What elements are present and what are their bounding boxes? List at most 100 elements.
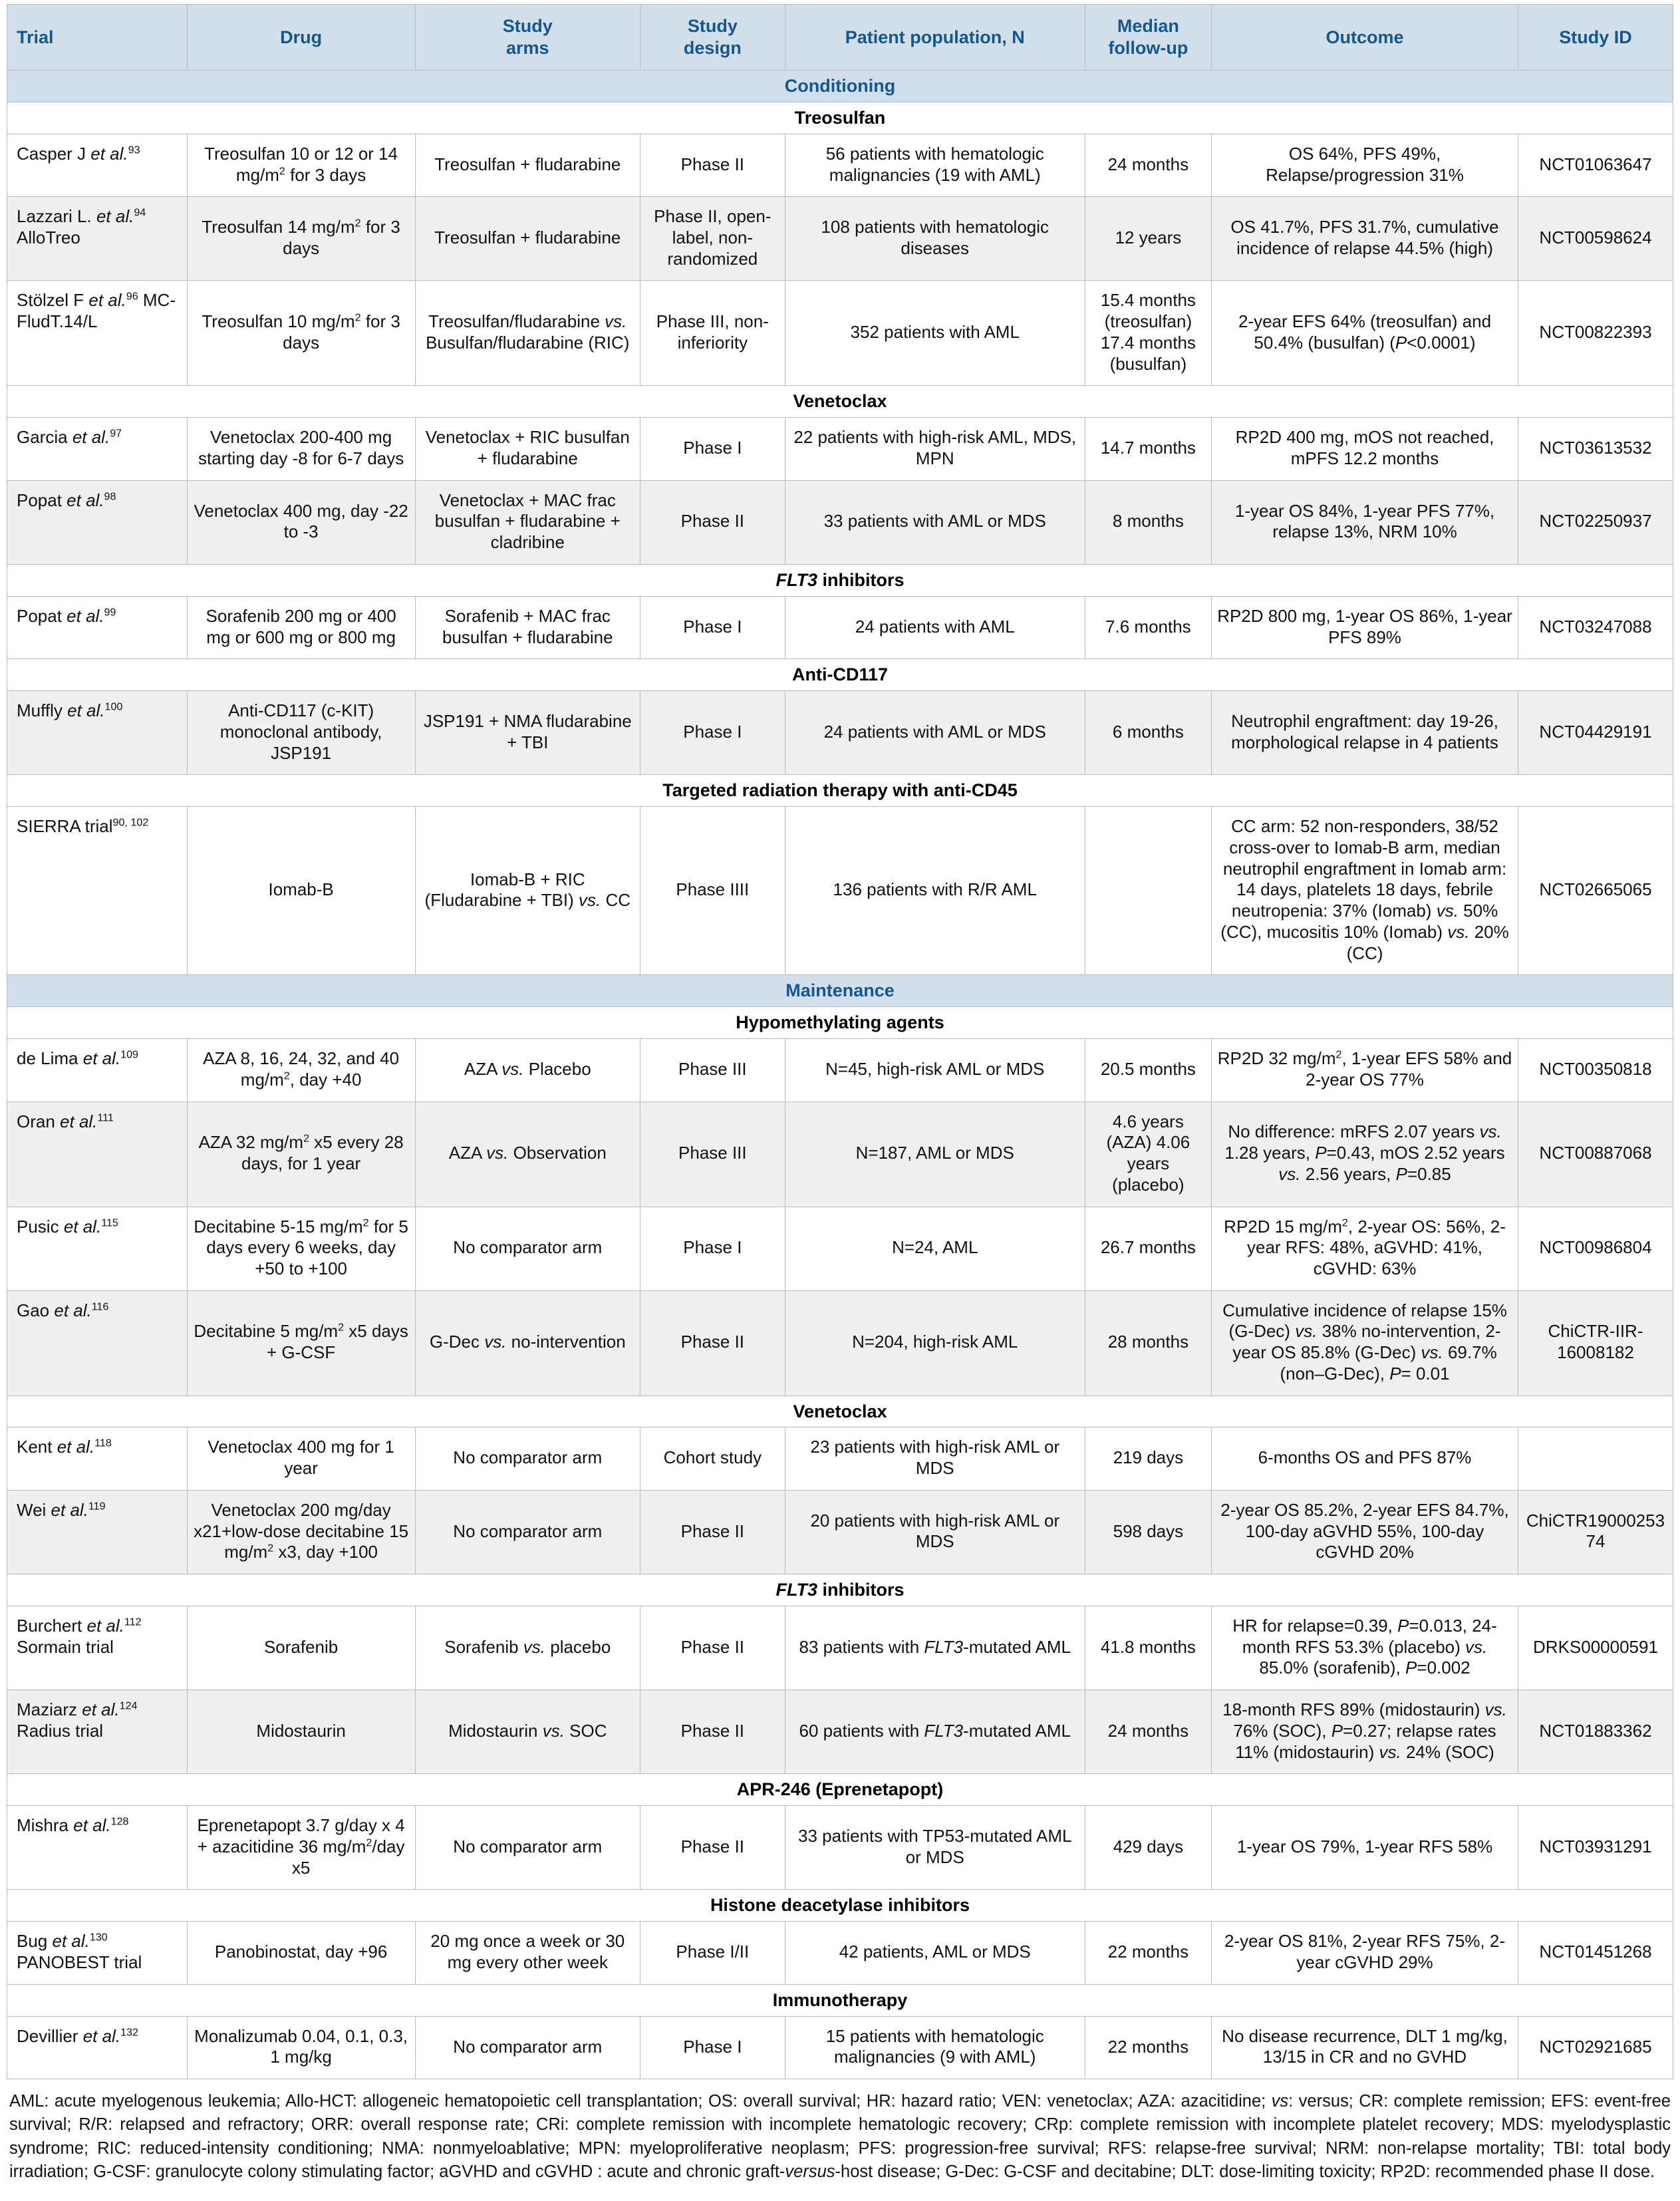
cell-trial: Gao et al.116 (7, 1290, 188, 1396)
cell-design: Phase II (639, 480, 785, 565)
table-row: Muffly et al.100 Anti-CD117 (c-KIT) monoc… (7, 690, 1674, 776)
cell-followup: 4.6 years (AZA) 4.06 years (placebo) (1084, 1101, 1212, 1207)
cell-followup: 219 days (1084, 1427, 1212, 1491)
cell-trial: Wei et al.119 (7, 1489, 188, 1575)
cell-followup: 8 months (1084, 480, 1212, 565)
cell-population: 24 patients with AML or MDS (784, 690, 1085, 776)
cell-drug: Anti-CD117 (c-KIT) monoclonal antibody, … (186, 690, 416, 776)
cell-drug: Venetoclax 200-400 mg starting day -8 fo… (186, 417, 416, 481)
cell-id: NCT04429191 (1517, 690, 1674, 776)
cell-id: NCT00350818 (1517, 1038, 1674, 1102)
table-row: SIERRA trial90, 102 Iomab-B Iomab-B + RIC … (7, 806, 1674, 976)
cell-id: NCT01451268 (1517, 1921, 1674, 1985)
cell-id: NCT00822393 (1517, 280, 1674, 386)
cell-followup: 598 days (1084, 1489, 1212, 1575)
cell-outcome: No difference: mRFS 2.07 years vs. 1.28 … (1211, 1101, 1518, 1207)
cell-drug: AZA 8, 16, 24, 32, and 40 mg/m2, day +40 (186, 1038, 416, 1102)
cell-id: NCT02921685 (1517, 2015, 1674, 2080)
cell-id: NCT00986804 (1517, 1206, 1674, 1291)
cell-design: Phase II (639, 1290, 785, 1396)
cell-drug: Venetoclax 200 mg/day x21+low-dose decit… (186, 1489, 416, 1575)
cell-outcome: 2-year OS 81%, 2-year RFS 75%, 2-year cG… (1211, 1921, 1518, 1985)
table-row: Popat et al.99 Sorafenib 200 mg or 400 mg… (7, 595, 1674, 660)
cell-design: Phase I (639, 595, 785, 660)
subsection-header-label: FLT3 inhibitors (7, 1574, 1673, 1606)
column-header-population: Patient population, N (784, 4, 1085, 71)
table-row: Wei et al.119 Venetoclax 200 mg/day x21+l… (7, 1489, 1674, 1575)
cell-design: Phase II, open-label, non-randomized (639, 196, 785, 281)
cell-design: Phase I (639, 2015, 785, 2080)
subsection-header: Venetoclax (7, 1395, 1673, 1428)
table-row: Lazzari L. et al.94 AlloTreo Treosulfan 1… (7, 196, 1674, 281)
subsection-header-label: Histone deacetylase inhibitors (7, 1889, 1673, 1922)
table-header: Trial Drug Study arms Study design Patient p… (7, 4, 1674, 71)
cell-trial: Mishra et al.128 (7, 1805, 188, 1890)
subsection-header-label: Venetoclax (7, 1395, 1673, 1428)
cell-drug: Sorafenib 200 mg or 400 mg or 600 mg or … (186, 595, 416, 660)
cell-design: Phase I (639, 417, 785, 481)
subsection-header: Treosulfan (7, 101, 1673, 134)
column-header-followup: Median follow-up (1084, 4, 1212, 71)
subsection-header: FLT3 inhibitors (7, 1574, 1673, 1606)
cell-followup: 24 months (1084, 133, 1212, 198)
cell-outcome: Neutrophil engraftment: day 19-26, morph… (1211, 690, 1518, 776)
cell-id: NCT03247088 (1517, 595, 1674, 660)
cell-drug: Eprenetapopt 3.7 g/day x 4 + azacitidine… (186, 1805, 416, 1890)
table-row: Mishra et al.128 Eprenetapopt 3.7 g/day x… (7, 1805, 1674, 1890)
table-row: Gao et al.116 Decitabine 5 mg/m2 x5 days … (7, 1290, 1674, 1396)
cell-design: Phase II (639, 133, 785, 198)
cell-outcome: RP2D 400 mg, mOS not reached, mPFS 12.2 … (1211, 417, 1518, 481)
cell-outcome: No disease recurrence, DLT 1 mg/kg, 13/1… (1211, 2015, 1518, 2080)
table-row: Devillier et al.132 Monalizumab 0.04, 0.1… (7, 2015, 1674, 2080)
cell-id: NCT03613532 (1517, 417, 1674, 481)
cell-drug: Treosulfan 14 mg/m2 for 3 days (186, 196, 416, 281)
table-row: de Lima et al.109 AZA 8, 16, 24, 32, and … (7, 1038, 1674, 1102)
cell-trial: Garcia et al.97 (7, 417, 188, 481)
cell-population: 42 patients, AML or MDS (784, 1921, 1085, 1985)
cell-followup: 7.6 months (1084, 595, 1212, 660)
cell-population: 20 patients with high-risk AML or MDS (784, 1489, 1085, 1575)
cell-drug: Monalizumab 0.04, 0.1, 0.3, 1 mg/kg (186, 2015, 416, 2080)
cell-followup: 41.8 months (1084, 1605, 1212, 1691)
cell-arms: Treosulfan + fludarabine (414, 196, 640, 281)
cell-trial: Muffly et al.100 (7, 690, 188, 776)
section-band: Conditioning (7, 70, 1673, 102)
cell-design: Phase II (639, 1489, 785, 1575)
table-row: Kent et al.118 Venetoclax 400 mg for 1 ye… (7, 1427, 1674, 1491)
cell-arms: Midostaurin vs. SOC (414, 1689, 640, 1775)
cell-design: Phase I (639, 690, 785, 776)
column-header-design: Study design (639, 4, 785, 71)
cell-trial: Kent et al.118 (7, 1427, 188, 1491)
cell-arms: Sorafenib + MAC frac busulfan + fludarab… (414, 595, 640, 660)
cell-design: Phase II (639, 1805, 785, 1890)
cell-outcome: OS 41.7%, PFS 31.7%, cumulative incidenc… (1211, 196, 1518, 281)
table-row: Garcia et al.97 Venetoclax 200-400 mg sta… (7, 417, 1674, 481)
cell-drug: AZA 32 mg/m2 x5 every 28 days, for 1 yea… (186, 1101, 416, 1207)
cell-arms: AZA vs. Placebo (414, 1038, 640, 1102)
cell-followup: 24 months (1084, 1689, 1212, 1775)
cell-followup: 26.7 months (1084, 1206, 1212, 1291)
cell-followup: 12 years (1084, 196, 1212, 281)
cell-drug: Midostaurin (186, 1689, 416, 1775)
cell-design: Phase I (639, 1206, 785, 1291)
table-row: Oran et al.111 AZA 32 mg/m2 x5 every 28 d… (7, 1101, 1674, 1207)
subsection-header-label: Targeted radiation therapy with anti-CD4… (7, 774, 1673, 807)
column-header-trial: Trial (7, 4, 188, 71)
cell-outcome: RP2D 15 mg/m2, 2-year OS: 56%, 2-year RF… (1211, 1206, 1518, 1291)
table-row: Maziarz et al.124 Radius trial Midostauri… (7, 1689, 1674, 1775)
cell-outcome: 2-year OS 85.2%, 2-year EFS 84.7%, 100-d… (1211, 1489, 1518, 1575)
subsection-header-label: Immunotherapy (7, 1983, 1673, 2017)
cell-trial: Casper J et al.93 (7, 133, 188, 198)
cell-population: 33 patients with AML or MDS (784, 480, 1085, 565)
cell-drug: Iomab-B (186, 806, 416, 976)
subsection-header: Anti-CD117 (7, 659, 1673, 692)
cell-population: N=24, AML (784, 1206, 1085, 1291)
cell-id: ChiCTR1900025374 (1517, 1489, 1674, 1575)
cell-id: DRKS00000591 (1517, 1605, 1674, 1691)
cell-drug: Panobinostat, day +96 (186, 1921, 416, 1985)
subsection-header-label: FLT3 inhibitors (7, 563, 1673, 597)
cell-id: ChiCTR-IIR-16008182 (1517, 1290, 1674, 1396)
subsection-header: Venetoclax (7, 385, 1673, 418)
table-row: Bug et al.130 PANOBEST trial Panobinostat… (7, 1921, 1674, 1985)
